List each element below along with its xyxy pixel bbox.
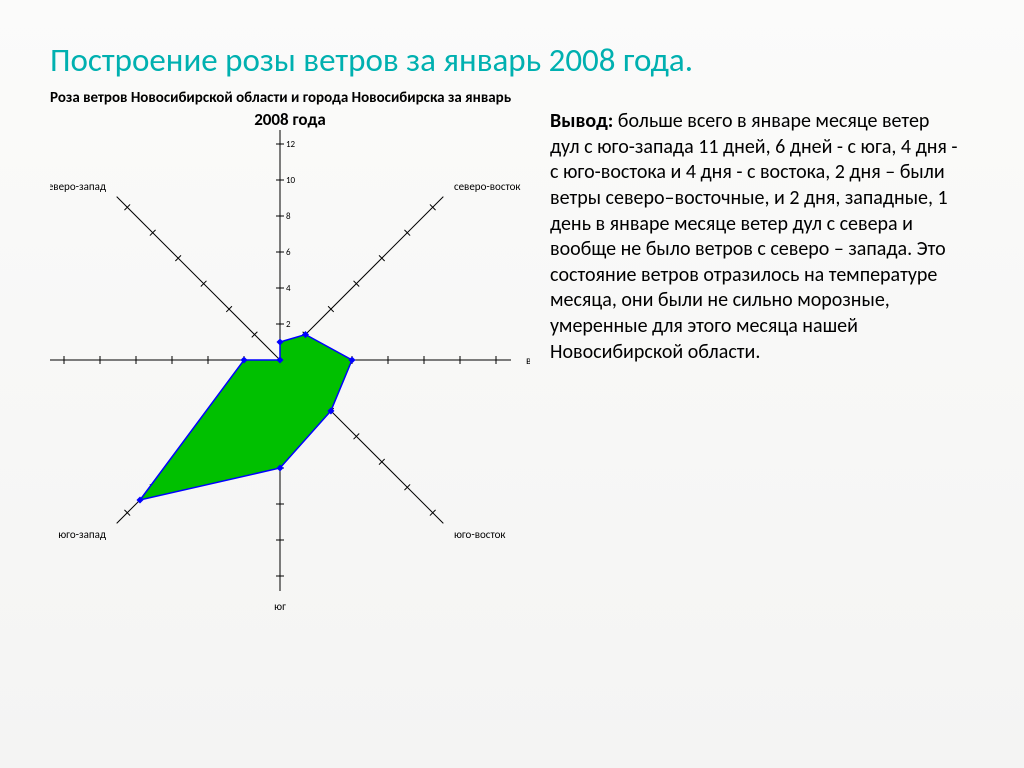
svg-text:4: 4 (286, 283, 291, 294)
chart-year: 2008 года (110, 109, 470, 130)
svg-text:северо-запад: северо-запад (50, 180, 106, 193)
slide: Построение розы ветров за январь 2008 го… (0, 0, 1024, 768)
svg-text:6: 6 (286, 247, 291, 258)
conclusion-column: Вывод: больше всего в январе месяце вете… (550, 89, 960, 635)
svg-text:10: 10 (286, 175, 296, 186)
chart-column: Роза ветров Новосибирской области и горо… (50, 89, 530, 635)
slide-title: Построение розы ветров за январь 2008 го… (50, 40, 974, 81)
conclusion-paragraph: Вывод: больше всего в январе месяце вете… (550, 109, 960, 365)
chart-header: Роза ветров Новосибирской области и горо… (50, 89, 530, 107)
svg-text:юго-запад: юго-запад (58, 528, 106, 541)
conclusion-text: больше всего в январе месяце ветер дул с… (550, 109, 958, 363)
content-row: Роза ветров Новосибирской области и горо… (50, 89, 974, 635)
svg-text:юго-восток: юго-восток (454, 528, 506, 541)
svg-text:12: 12 (286, 139, 296, 150)
conclusion-label: Вывод: (550, 109, 613, 133)
svg-text:8: 8 (286, 211, 291, 222)
svg-text:северо-восток: северо-восток (454, 180, 521, 193)
svg-text:2: 2 (286, 319, 291, 330)
svg-text:восток: восток (526, 354, 530, 367)
svg-text:юг: юг (274, 600, 286, 613)
wind-rose-chart: северсеверо-востоквостокюго-востокюгюго-… (50, 130, 530, 630)
